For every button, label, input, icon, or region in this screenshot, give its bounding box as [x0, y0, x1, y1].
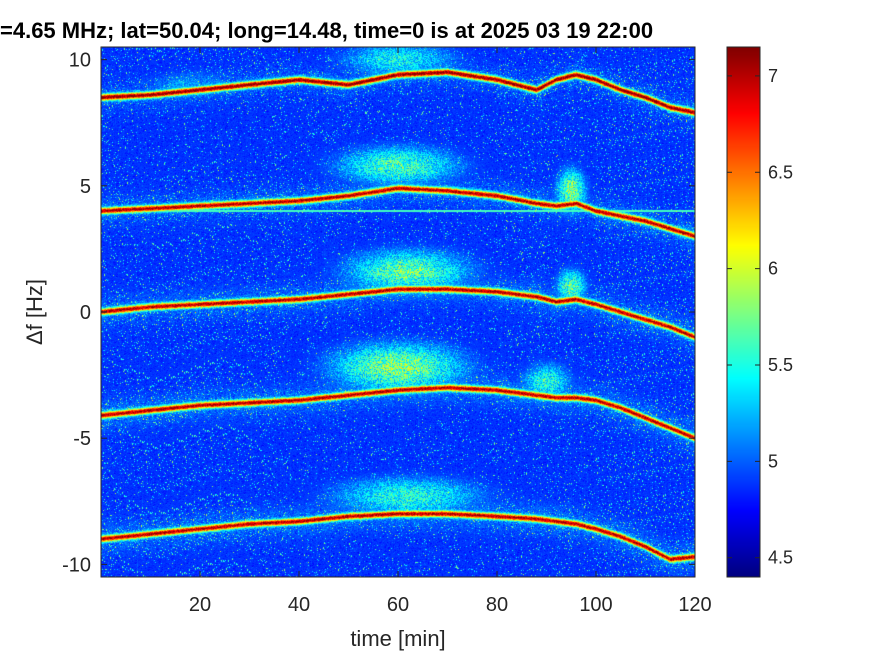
- colorbar-tick-label: 5: [768, 451, 778, 471]
- y-tick-label: 0: [80, 302, 91, 324]
- colorbar-tick-label: 7: [768, 66, 778, 86]
- x-tick-label: 40: [288, 594, 310, 616]
- x-tick-label: 100: [579, 594, 612, 616]
- y-tick-label: -5: [73, 428, 91, 450]
- colorbar-canvas: [727, 47, 760, 577]
- colorbar-frame: [726, 46, 761, 578]
- plot-area: [100, 46, 696, 578]
- colorbar-ticks: 7 6.5 6 5.5 5 4.5: [727, 66, 793, 568]
- x-tick-label: 120: [678, 594, 711, 616]
- y-tick-label: 5: [80, 176, 91, 198]
- colorbar: 7 6.5 6 5.5 5 4.5: [726, 46, 793, 578]
- x-axis-label: time [min]: [350, 626, 445, 651]
- y-tick-label: 10: [69, 50, 91, 72]
- y-tick-label: -10: [62, 554, 91, 576]
- colorbar-tick-label: 6: [768, 259, 778, 279]
- x-tick-label: 80: [486, 594, 508, 616]
- x-tick-label: 60: [387, 594, 409, 616]
- colorbar-tick-label: 5.5: [768, 355, 793, 375]
- y-axis: 10 5 0 -5 -10: [62, 50, 695, 576]
- y-axis-label: Δf [Hz]: [22, 279, 47, 345]
- heatmap-canvas: [101, 47, 695, 577]
- x-tick-label: 20: [189, 594, 211, 616]
- chart-title: =4.65 MHz; lat=50.04; long=14.48, time=0…: [0, 18, 653, 43]
- colorbar-tick-label: 6.5: [768, 162, 793, 182]
- x-axis: 20 40 60 80 100 120: [189, 47, 712, 616]
- colorbar-tick-label: 4.5: [768, 548, 793, 568]
